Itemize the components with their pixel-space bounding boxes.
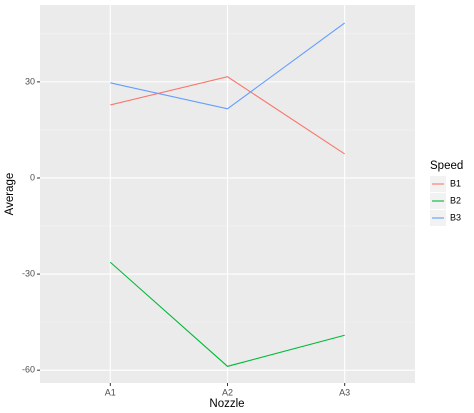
y-axis-title: Average (4, 173, 16, 216)
x-tick-label: A2 (222, 387, 233, 397)
line (110, 22, 346, 110)
legend-title: Speed (430, 160, 463, 172)
line (110, 76, 345, 155)
y-tick-label: 0 (30, 172, 35, 182)
y-tick-label: 30 (25, 76, 35, 86)
legend-label: B2 (450, 195, 461, 205)
x-tick-label: A1 (105, 387, 116, 397)
y-tick-label: -30 (22, 268, 35, 278)
y-tick-label: -60 (22, 365, 35, 375)
line (109, 261, 345, 367)
x-axis-title: Nozzle (209, 398, 244, 410)
x-tick-label: A3 (339, 387, 350, 397)
legend-label: B3 (450, 212, 461, 222)
legend-label: B1 (450, 178, 461, 188)
